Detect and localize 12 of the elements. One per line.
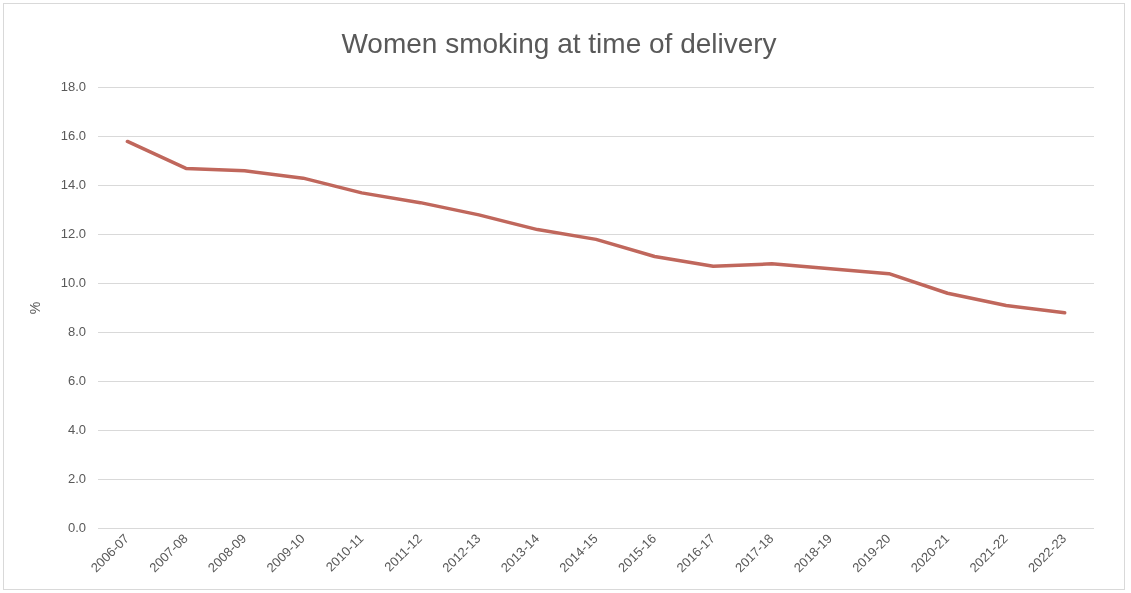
y-tick-label: 0.0 bbox=[68, 519, 87, 535]
y-tick-label: 18.0 bbox=[60, 79, 87, 95]
chart-title: Women smoking at time of delivery bbox=[341, 27, 777, 59]
y-tick-label: 6.0 bbox=[68, 372, 87, 388]
y-tick-label: 16.0 bbox=[60, 128, 87, 144]
y-tick-label: 2.0 bbox=[68, 470, 87, 486]
y-tick-label: 8.0 bbox=[68, 323, 87, 339]
y-axis-title: % bbox=[27, 301, 44, 315]
y-tick-label: 10.0 bbox=[60, 275, 87, 291]
y-tick-label: 12.0 bbox=[60, 226, 87, 242]
y-tick-label: 4.0 bbox=[68, 421, 87, 437]
y-tick-label: 14.0 bbox=[60, 177, 87, 193]
